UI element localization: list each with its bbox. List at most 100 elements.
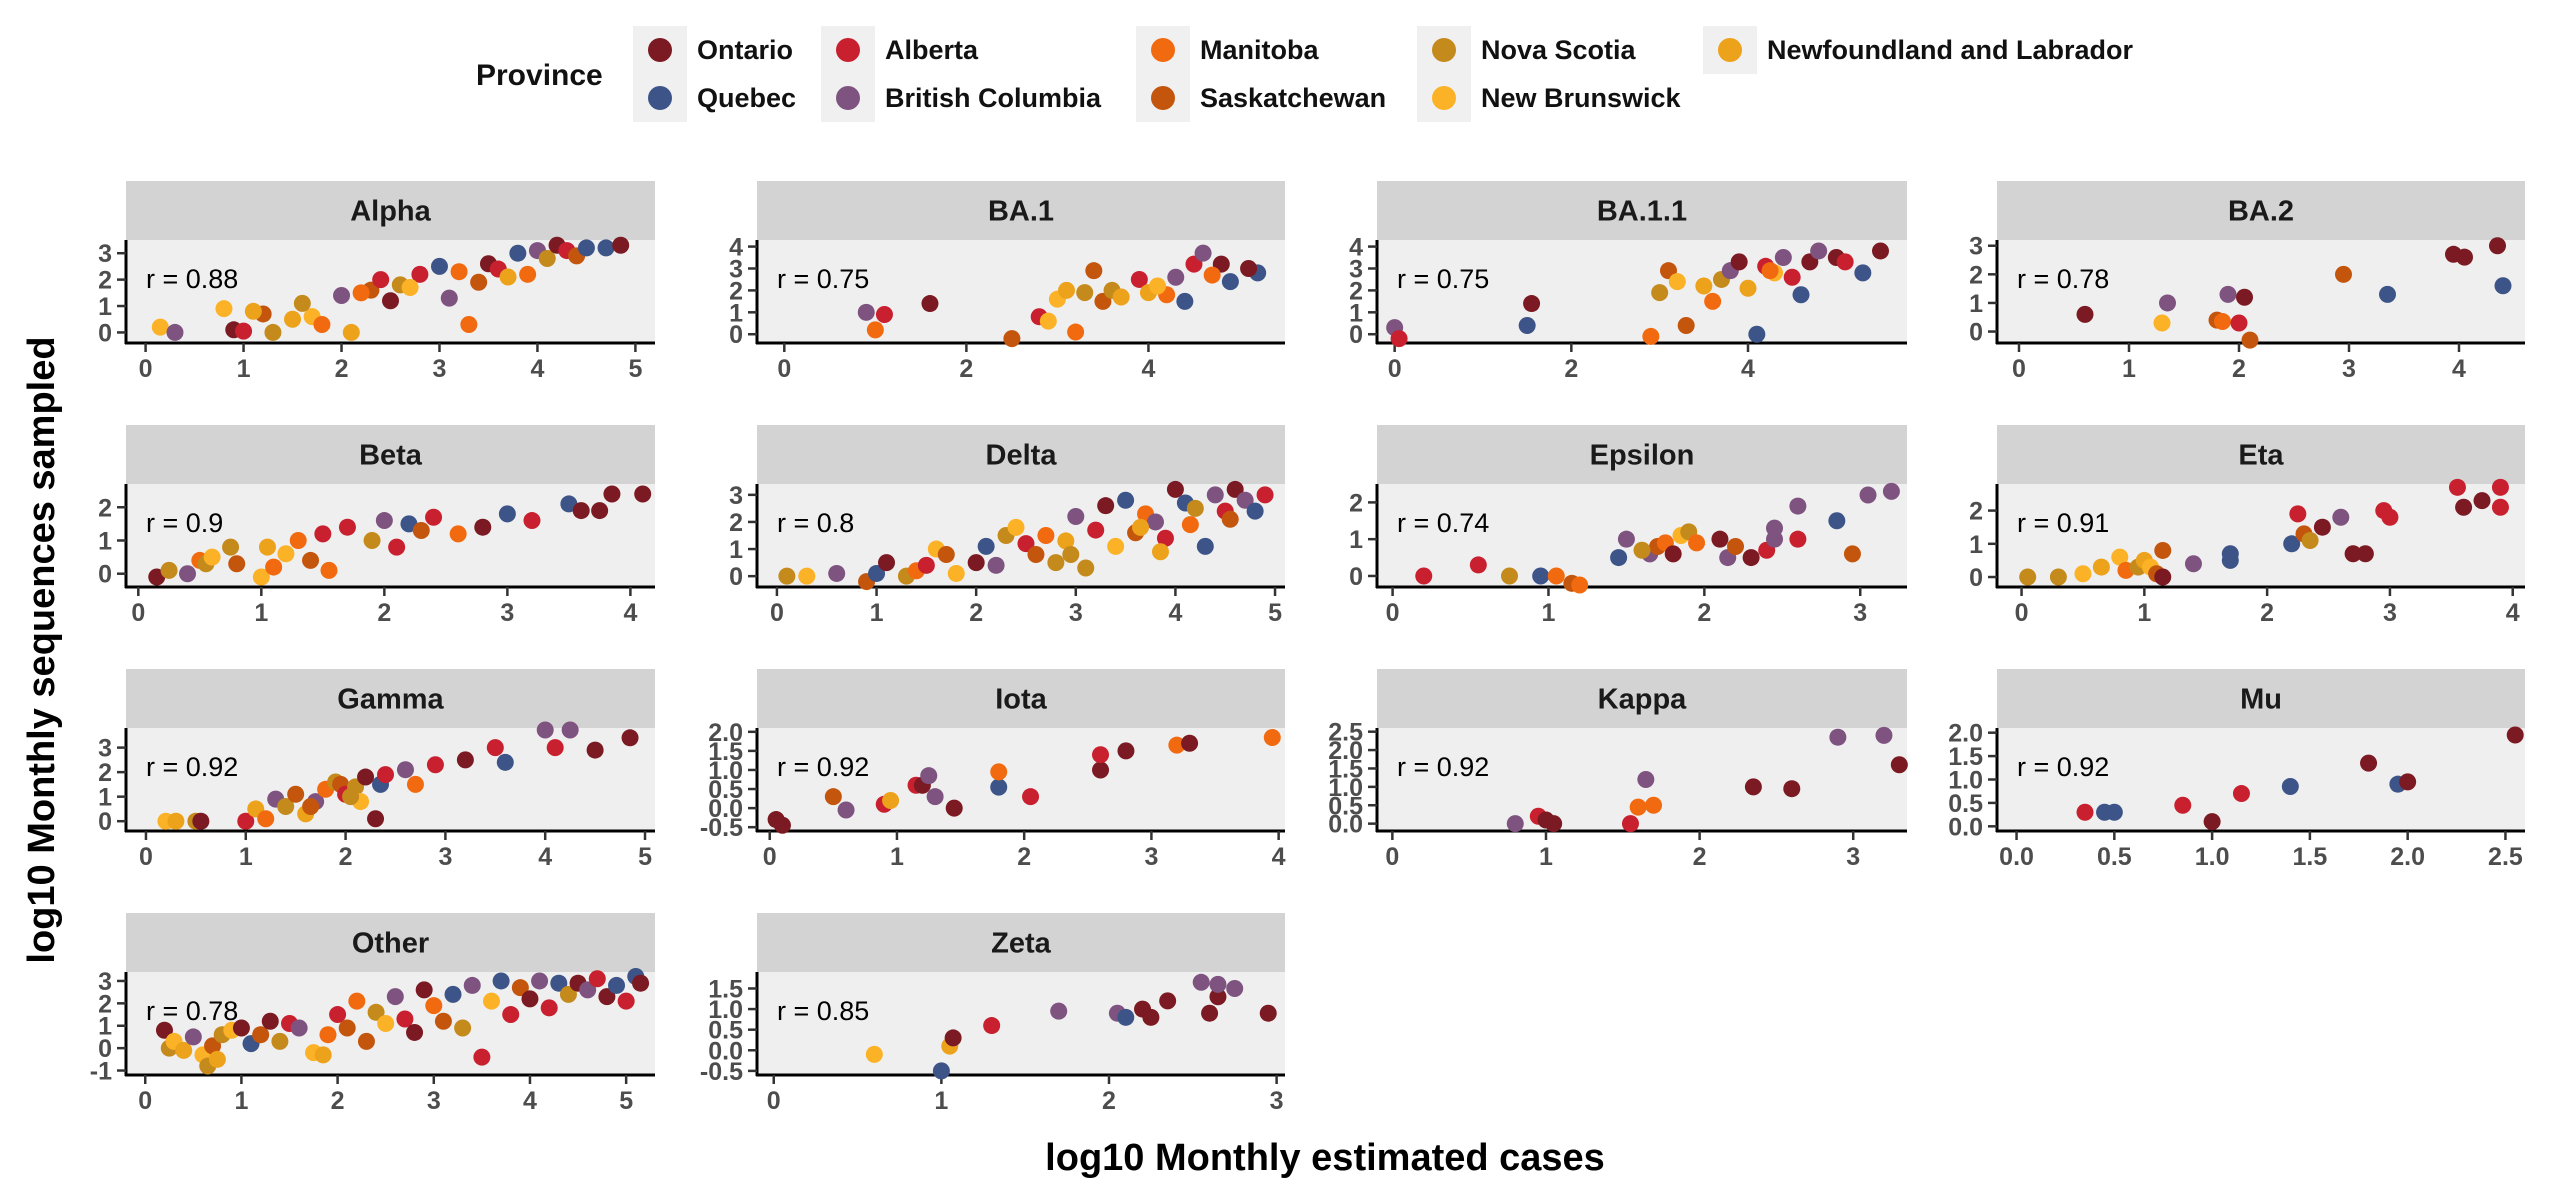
x-tick-label: 1	[890, 843, 904, 871]
data-point	[1167, 268, 1185, 286]
y-tick-label: 0	[1349, 563, 1363, 591]
data-point	[1875, 726, 1893, 744]
data-point	[2153, 314, 2171, 332]
correlation-label: r = 0.75	[777, 264, 869, 294]
data-point	[412, 522, 430, 540]
data-point	[470, 273, 488, 291]
data-point	[415, 981, 433, 999]
x-tick-label: 0	[138, 1087, 152, 1115]
data-point	[511, 979, 529, 997]
legend-key-marker	[1432, 86, 1456, 110]
data-point	[1194, 244, 1212, 262]
data-point	[1058, 281, 1076, 299]
legend-label: British Columbia	[885, 83, 1102, 113]
data-point	[2154, 541, 2172, 559]
legend-key-marker	[648, 86, 672, 110]
data-point	[244, 302, 262, 320]
facet-strip	[1377, 669, 1907, 728]
data-point	[2506, 726, 2524, 744]
data-point	[2154, 568, 2172, 586]
data-point	[496, 753, 514, 771]
data-point	[277, 797, 295, 815]
facet-strip	[1997, 425, 2525, 484]
data-point	[329, 1006, 347, 1024]
data-point	[1469, 556, 1487, 574]
point-layer	[2076, 726, 2524, 831]
data-point	[773, 816, 791, 834]
data-point	[2219, 285, 2237, 303]
data-point	[1196, 537, 1214, 555]
x-tick-label: 0	[131, 599, 145, 627]
point-layer	[148, 485, 652, 586]
data-point	[1642, 327, 1660, 345]
data-point	[1792, 286, 1810, 304]
data-point	[597, 239, 615, 257]
x-tick-label: 0	[2015, 599, 2029, 627]
legend-label: New Brunswick	[1481, 83, 1682, 113]
data-point	[1186, 499, 1204, 517]
data-point	[434, 1012, 452, 1030]
x-tick-label: 2	[1017, 843, 1031, 871]
x-tick-label: 0	[767, 1087, 781, 1115]
data-point	[1221, 273, 1239, 291]
data-point	[482, 992, 500, 1010]
data-point	[1259, 1004, 1277, 1022]
x-tick-label: 0	[1385, 843, 1399, 871]
data-point	[2335, 265, 2352, 283]
point-layer	[857, 244, 1267, 348]
data-point	[1117, 742, 1135, 760]
data-point	[921, 295, 939, 313]
data-point	[1117, 1008, 1135, 1026]
x-tick-label: 4	[538, 843, 552, 871]
point-layer	[1415, 482, 1900, 594]
data-point	[1677, 316, 1695, 334]
data-point	[1117, 491, 1135, 509]
y-tick-label: 2.5	[1328, 719, 1363, 747]
data-point	[425, 508, 443, 526]
data-point	[333, 286, 351, 304]
data-point	[1518, 316, 1536, 334]
y-tick-label: 1.5	[708, 975, 743, 1003]
data-point	[2489, 237, 2506, 255]
data-point	[2159, 294, 2176, 312]
data-point	[1744, 778, 1762, 796]
y-tick-label: 1	[1349, 526, 1363, 554]
data-point	[2184, 555, 2202, 573]
data-point	[2236, 288, 2253, 306]
data-point	[396, 761, 414, 779]
x-tick-label: 3	[1846, 843, 1860, 871]
data-point	[577, 239, 595, 257]
x-tick-label: 2	[969, 599, 983, 627]
data-point	[2111, 548, 2129, 566]
data-point	[1859, 486, 1877, 504]
data-point	[828, 564, 846, 582]
legend-label: Nova Scotia	[1481, 35, 1637, 65]
data-point	[1087, 521, 1105, 539]
data-point	[1256, 486, 1274, 504]
data-point	[235, 322, 253, 340]
data-point	[559, 985, 577, 1003]
data-point	[1695, 277, 1713, 295]
data-point	[550, 974, 568, 992]
y-tick-label: 0.0	[1328, 811, 1363, 839]
data-point	[519, 265, 537, 283]
data-point	[509, 244, 527, 262]
legend-label: Quebec	[697, 83, 796, 113]
y-tick-label: 0	[1349, 321, 1363, 349]
x-tick-label: 4	[1168, 599, 1182, 627]
data-point	[2283, 535, 2301, 553]
y-tick-label: 2	[1969, 498, 1983, 526]
data-point	[382, 292, 399, 310]
data-point	[2230, 314, 2248, 332]
data-point	[440, 289, 458, 307]
data-point	[2241, 331, 2259, 349]
x-tick-label: 3	[1144, 843, 1158, 871]
x-tick-label: 0	[1388, 355, 1402, 383]
correlation-label: r = 0.74	[1397, 508, 1489, 538]
legend-entry: Nova Scotia	[1417, 26, 1637, 74]
data-point	[2076, 305, 2094, 323]
data-point	[289, 531, 307, 549]
correlation-label: r = 0.75	[1397, 264, 1489, 294]
y-tick-label: 3	[98, 735, 112, 763]
